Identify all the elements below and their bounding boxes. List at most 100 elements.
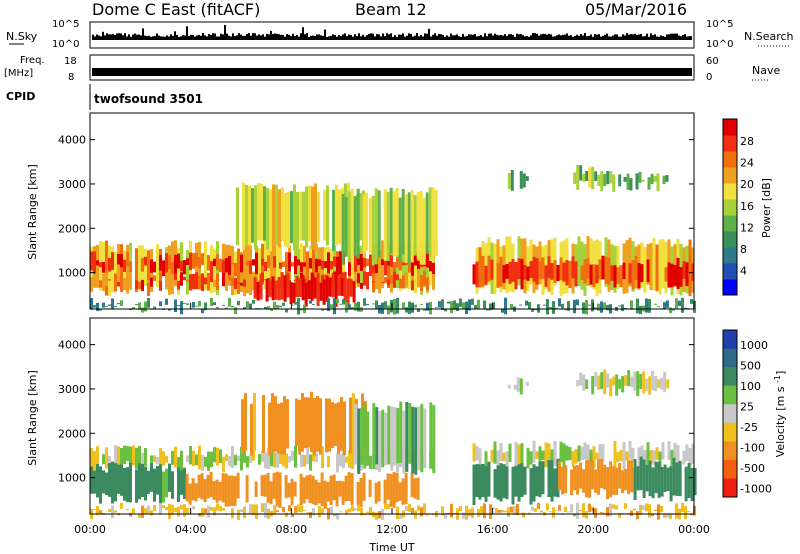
power-region-8-cell	[646, 259, 650, 283]
nsky-bar	[632, 34, 634, 40]
velocity-region-2-cell	[302, 477, 306, 504]
velocity-region-8-cell	[576, 465, 580, 495]
velocity-region-11-cell	[612, 376, 616, 386]
nsky-bar	[460, 36, 462, 40]
velocity-region-4-cell	[360, 408, 364, 465]
power-region-6-cell	[486, 309, 489, 311]
velocity-region-11-cell	[618, 379, 622, 389]
power-region-5-cell	[341, 194, 345, 265]
velocity-region-5-cell	[207, 505, 210, 518]
velocity-region-0-cell	[252, 446, 255, 461]
velocity-region-0-cell	[108, 455, 111, 470]
velocity-colorbar-label-sup: -1	[773, 375, 782, 383]
power-region-6-cell	[96, 302, 99, 311]
power-region-8-cell	[598, 259, 602, 280]
velocity-region-9-cell	[642, 459, 646, 498]
power-region-5-cell	[383, 189, 387, 261]
velocity-region-6-cell	[622, 442, 626, 470]
power-region-6-cell	[549, 307, 552, 309]
power-region-6-cell	[603, 302, 606, 310]
cpid-value: twofsound 3501	[94, 92, 203, 106]
nsky-bar	[412, 36, 414, 40]
velocity-colorbar-frame	[722, 329, 738, 498]
velocity-region-5-cell	[417, 505, 420, 511]
power-region-2-cell	[141, 279, 144, 291]
velocity-region-5-cell	[630, 510, 633, 516]
nsky-bar	[440, 34, 442, 40]
velocity-region-9-cell	[633, 459, 637, 501]
power-region-0-cell	[420, 245, 423, 295]
velocity-region-5-cell	[363, 514, 366, 516]
power-region-6-cell	[438, 301, 441, 308]
velocity-region-1-cell	[90, 466, 93, 494]
nsky-bar	[268, 34, 270, 40]
velocity-region-2-cell	[227, 475, 231, 507]
power-region-2-cell	[294, 279, 297, 281]
velocity-region-8-cell	[564, 465, 568, 494]
nsky-bar	[216, 36, 218, 40]
velocity-region-5-cell	[243, 506, 246, 519]
power-region-1-cell	[228, 255, 231, 275]
power-region-2-cell	[183, 276, 186, 281]
nsky-label: N.Sky	[6, 30, 38, 43]
velocity-region-2-cell	[275, 471, 279, 507]
velocity-region-11-cell	[621, 376, 625, 393]
power-region-0-cell	[138, 245, 141, 291]
nsky-bar	[374, 36, 376, 40]
velocity-region-5-cell	[159, 503, 162, 515]
power-region-6-cell	[309, 300, 312, 304]
nsky-bar	[516, 33, 518, 40]
power-region-3-cell	[268, 280, 272, 297]
velocity-region-5-cell	[198, 513, 201, 517]
power-region-6-cell	[267, 306, 270, 310]
velocity-region-11-cell	[606, 373, 610, 388]
power-region-1-cell	[327, 252, 330, 274]
nsky-bar	[524, 36, 526, 40]
velocity-colorbar-tick-2: 100	[740, 380, 761, 393]
nsky-tick-top: 10^5	[52, 19, 79, 30]
velocity-region-0-cell	[174, 446, 177, 468]
nsky-panel	[89, 21, 695, 49]
velocity-region-2-cell	[398, 482, 402, 501]
nsky-bar	[550, 34, 552, 40]
velocity-region-0-cell	[351, 448, 354, 470]
nsky-bar	[454, 35, 456, 40]
nsky-bar	[672, 33, 674, 40]
nsky-bar	[194, 36, 196, 40]
velocity-region-5-cell	[204, 508, 207, 513]
velocity-region-5-cell	[477, 509, 480, 517]
power-region-6-cell	[537, 304, 540, 313]
velocity-region-0-cell	[114, 445, 117, 470]
velocity-region-2-cell	[344, 475, 348, 502]
velocity-region-3-cell	[325, 398, 328, 453]
power-region-1-cell	[90, 251, 93, 271]
power-region-0-cell	[330, 248, 333, 291]
velocity-region-5-cell	[663, 514, 666, 518]
velocity-region-3-cell	[352, 393, 355, 452]
nsky-bar	[614, 34, 616, 40]
nsky-bar	[594, 34, 596, 40]
power-region-1-cell	[180, 260, 183, 272]
nsky-bar	[578, 35, 580, 40]
velocity-colorbar-tick-1: 500	[740, 360, 761, 373]
power-region-0-cell	[96, 245, 99, 288]
nsky-bar	[504, 34, 506, 40]
velocity-region-9-cell	[648, 460, 652, 497]
power-colorbar-tick-4: 12	[740, 221, 754, 234]
power-region-0-cell	[147, 250, 150, 296]
power-region-6-cell	[348, 304, 351, 310]
time-axis: 00:00 04:00 08:00 12:00 16:00 20:00 00:00	[74, 303, 710, 536]
velocity-region-9-cell	[675, 462, 679, 496]
nsky-bar	[530, 35, 532, 40]
velocity-region-2-cell	[260, 475, 264, 497]
nsky-bar	[202, 33, 204, 40]
nsky-bar	[94, 36, 96, 40]
power-region-10-cell	[618, 174, 622, 187]
velocity-region-6-cell	[544, 442, 548, 468]
power-region-2-cell	[135, 280, 138, 289]
power-region-5-cell	[377, 190, 381, 258]
power-region-8-cell	[511, 259, 515, 282]
velocity-region-2-cell	[350, 473, 354, 506]
velocity-region-3-cell	[283, 396, 286, 455]
